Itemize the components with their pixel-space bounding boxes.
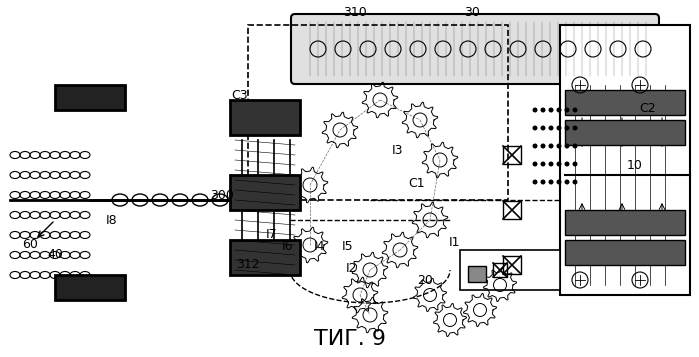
- Text: I8: I8: [106, 213, 118, 226]
- Circle shape: [572, 144, 577, 149]
- Circle shape: [572, 180, 577, 185]
- Bar: [230, 100, 300, 135]
- Text: I5: I5: [343, 241, 354, 253]
- Circle shape: [572, 126, 577, 131]
- Circle shape: [549, 180, 554, 185]
- Circle shape: [556, 144, 561, 149]
- Bar: [565, 90, 685, 115]
- Circle shape: [556, 126, 561, 131]
- Circle shape: [572, 161, 577, 166]
- Text: I2: I2: [346, 261, 358, 275]
- Bar: [55, 275, 125, 300]
- Circle shape: [549, 144, 554, 149]
- Bar: [565, 210, 685, 235]
- Bar: [230, 240, 300, 275]
- Bar: [468, 266, 486, 282]
- Bar: [493, 263, 507, 277]
- Circle shape: [540, 126, 545, 131]
- Circle shape: [556, 180, 561, 185]
- Bar: [503, 146, 521, 164]
- Text: C2: C2: [640, 101, 656, 115]
- Bar: [460, 250, 560, 290]
- Bar: [565, 120, 685, 145]
- FancyBboxPatch shape: [291, 14, 659, 84]
- Bar: [55, 85, 125, 110]
- Text: 20: 20: [417, 273, 433, 287]
- Text: 312: 312: [236, 258, 260, 272]
- Bar: [248, 25, 508, 200]
- Circle shape: [565, 107, 570, 112]
- Circle shape: [549, 126, 554, 131]
- Circle shape: [565, 161, 570, 166]
- Circle shape: [572, 107, 577, 112]
- Text: I6: I6: [282, 241, 294, 253]
- Text: I1: I1: [449, 236, 461, 250]
- Circle shape: [565, 180, 570, 185]
- Circle shape: [556, 161, 561, 166]
- Text: I4: I4: [315, 241, 326, 253]
- Bar: [230, 175, 300, 210]
- Text: C3: C3: [231, 89, 248, 101]
- Bar: [565, 240, 685, 265]
- Text: 40: 40: [47, 248, 63, 261]
- Text: 30: 30: [464, 5, 480, 19]
- Circle shape: [533, 180, 538, 185]
- Text: I7: I7: [266, 228, 278, 241]
- Text: ΤИГ. 9: ΤИГ. 9: [314, 329, 386, 349]
- Circle shape: [540, 161, 545, 166]
- Bar: [503, 201, 521, 219]
- Text: 10: 10: [627, 159, 643, 171]
- Text: I3: I3: [392, 144, 404, 156]
- Circle shape: [549, 161, 554, 166]
- Text: 310: 310: [343, 5, 367, 19]
- Text: C1: C1: [409, 176, 425, 190]
- Circle shape: [556, 107, 561, 112]
- Circle shape: [533, 161, 538, 166]
- Circle shape: [533, 126, 538, 131]
- Circle shape: [540, 144, 545, 149]
- Text: 300: 300: [210, 188, 234, 201]
- Circle shape: [540, 107, 545, 112]
- Circle shape: [549, 107, 554, 112]
- FancyBboxPatch shape: [560, 25, 690, 295]
- Circle shape: [565, 144, 570, 149]
- Bar: [503, 256, 521, 274]
- Circle shape: [533, 107, 538, 112]
- Text: 60: 60: [22, 238, 38, 251]
- Circle shape: [540, 180, 545, 185]
- Circle shape: [533, 144, 538, 149]
- Circle shape: [565, 126, 570, 131]
